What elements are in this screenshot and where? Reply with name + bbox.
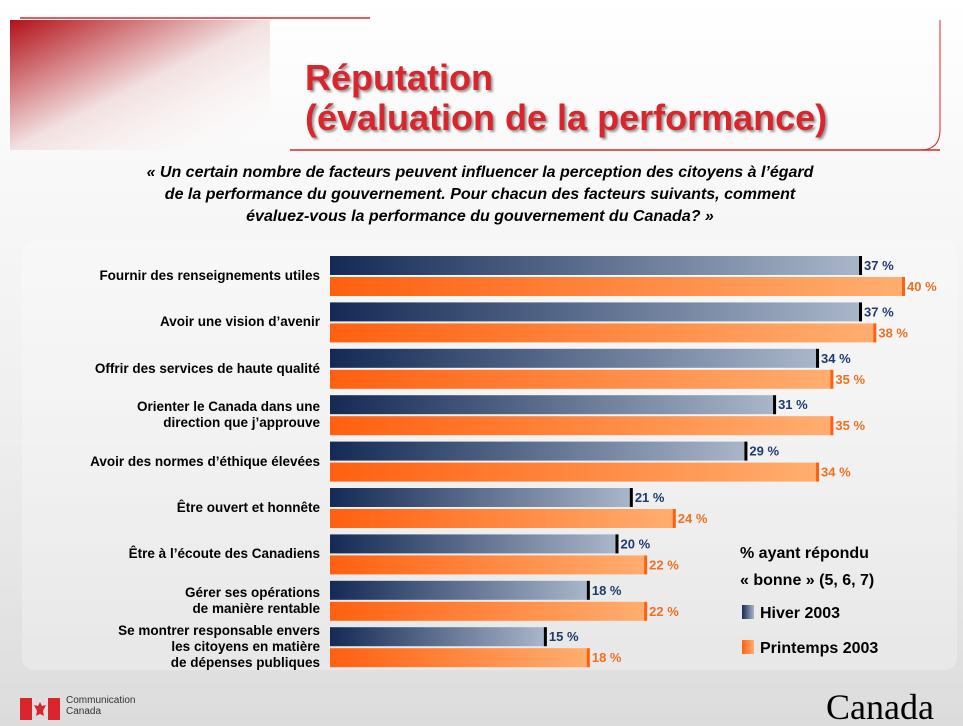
- bar-end: [616, 534, 619, 553]
- flag-image: [10, 20, 270, 150]
- bar: [330, 395, 774, 414]
- value-label: 40 %: [907, 279, 937, 294]
- value-label: 34 %: [821, 351, 851, 366]
- legend-title: % ayant répondu « bonne » (5, 6, 7): [740, 540, 874, 594]
- bar-end: [673, 509, 676, 528]
- value-label: 15 %: [549, 629, 579, 644]
- legend-label: Hiver 2003: [760, 605, 840, 622]
- title: Réputation (évaluation de la performance…: [305, 58, 827, 138]
- value-label: 37 %: [864, 304, 894, 319]
- bar-end: [630, 488, 633, 507]
- value-label: 35 %: [835, 418, 865, 433]
- category-label: Offrir des services de haute qualité: [10, 348, 320, 390]
- value-label: 24 %: [678, 511, 708, 526]
- category-label: Avoir une vision d’avenir: [10, 301, 320, 343]
- bar-end: [859, 256, 862, 275]
- bar: [330, 509, 674, 528]
- bar-end: [873, 323, 876, 342]
- category-label: Être ouvert et honnête: [10, 487, 320, 529]
- bar-end: [816, 463, 819, 482]
- department: Communication Canada: [66, 695, 135, 717]
- bar: [330, 323, 874, 342]
- decor-line: [920, 20, 940, 150]
- bar: [330, 534, 617, 553]
- bar: [330, 370, 831, 389]
- bar: [330, 648, 588, 667]
- bar: [330, 416, 831, 435]
- flag-logo: [34, 702, 46, 716]
- value-label: 34 %: [821, 465, 851, 480]
- bar-end: [644, 602, 647, 621]
- bar-end: [902, 277, 905, 296]
- bar-end: [830, 416, 833, 435]
- bar-end: [587, 581, 590, 600]
- bar-end: [830, 370, 833, 389]
- flag-logo: [48, 698, 60, 720]
- legend-swatch: [742, 605, 754, 619]
- bar: [330, 581, 588, 600]
- bar-end: [587, 648, 590, 667]
- value-label: 18 %: [592, 583, 622, 598]
- value-label: 38 %: [878, 325, 908, 340]
- bar: [330, 463, 817, 482]
- value-label: 37 %: [864, 258, 894, 273]
- value-label: 21 %: [635, 490, 665, 505]
- question: « Un certain nombre de facteurs peuvent …: [60, 162, 900, 228]
- value-label: 22 %: [649, 604, 679, 619]
- bar: [330, 488, 631, 507]
- bar: [330, 349, 817, 368]
- category-label: Fournir des renseignements utiles: [10, 255, 320, 297]
- bar: [330, 302, 860, 321]
- legend-label: Printemps 2003: [760, 640, 878, 657]
- bar: [330, 277, 903, 296]
- bar: [330, 256, 860, 275]
- bar: [330, 555, 645, 574]
- bar-end: [744, 442, 747, 461]
- flag-logo: [20, 698, 32, 720]
- category-label: Être à l’écoute des Canadiens: [10, 533, 320, 575]
- category-label: Orienter le Canada dans une direction qu…: [10, 394, 320, 436]
- bar-end: [859, 302, 862, 321]
- value-label: 18 %: [592, 650, 622, 665]
- value-label: 35 %: [835, 372, 865, 387]
- bar-end: [544, 627, 547, 646]
- bar-end: [644, 555, 647, 574]
- bar: [330, 602, 645, 621]
- bar-end: [816, 349, 819, 368]
- bar: [330, 627, 545, 646]
- value-label: 20 %: [621, 536, 651, 551]
- category-label: Se montrer responsable envers les citoye…: [10, 626, 320, 668]
- slide: 37 % 40 % 37 % 38 % 34 % 35 % 31 % 35 % 29 % 34 %…: [0, 0, 963, 726]
- value-label: 31 %: [778, 397, 808, 412]
- category-label: Avoir des normes d’éthique élevées: [10, 441, 320, 483]
- legend-swatch: [742, 640, 754, 654]
- wordmark: Canada: [826, 686, 934, 726]
- value-label: 29 %: [749, 444, 779, 459]
- bar: [330, 442, 745, 461]
- value-label: 22 %: [649, 557, 679, 572]
- category-label: Gérer ses opérations de manière rentable: [10, 580, 320, 622]
- bar-end: [773, 395, 776, 414]
